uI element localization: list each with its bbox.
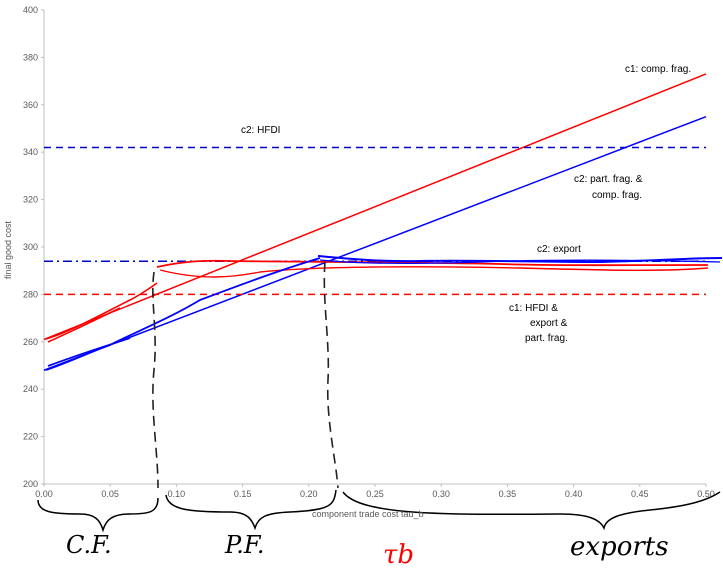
hand-red-curve-2 xyxy=(159,266,709,278)
label-c1-hfdi-3: part. frag. xyxy=(525,333,568,344)
handdrawn-markup xyxy=(37,255,723,533)
y-tick-label: 200 xyxy=(23,479,38,489)
axes: 200 220 240 260 280 300 320 340 360 380 400 0.00 0.0… xyxy=(23,5,715,499)
y-tick-label: 260 xyxy=(23,337,38,347)
x-tick-label: 0.45 xyxy=(631,489,649,499)
x-tick-label: 0.40 xyxy=(565,489,583,499)
series-line-1 xyxy=(43,115,707,371)
x-tick-label: 0.15 xyxy=(234,489,252,499)
hand-label-exports: exports xyxy=(570,532,669,562)
series-line-0 xyxy=(43,73,707,341)
y-axis-label: final good cost xyxy=(3,220,13,279)
hand-blue-scribble xyxy=(45,257,321,371)
hand-red-curve xyxy=(156,259,709,268)
y-tick-label: 400 xyxy=(23,5,38,15)
hand-label-tau: τb xyxy=(383,540,414,570)
x-axis-label: component trade cost tau_b xyxy=(312,509,424,519)
x-tick-label: 0.25 xyxy=(366,489,384,499)
y-tick-label: 360 xyxy=(23,100,38,110)
x-tick-label: 0.30 xyxy=(432,489,450,499)
hand-red-scribble xyxy=(45,282,158,343)
label-c2-part-2: comp. frag. xyxy=(592,190,642,201)
hand-label-pf: P.F. xyxy=(224,531,264,559)
x-tick-label: 0.05 xyxy=(101,489,119,499)
label-c1-comp: c1: comp. frag. xyxy=(625,64,691,75)
labels-layer: c1: comp. frag. c2: HFDI c2: part. frag.… xyxy=(3,64,691,570)
y-tick-label: 240 xyxy=(23,384,38,394)
label-c2-export: c2: export xyxy=(537,244,581,255)
label-c2-part-1: c2: part. frag. & xyxy=(574,174,643,185)
x-tick-label: 0.00 xyxy=(35,489,53,499)
x-tick-label: 0.35 xyxy=(499,489,517,499)
y-tick-label: 220 xyxy=(23,432,38,442)
threshold-cf-pf xyxy=(152,271,159,489)
y-tick-label: 280 xyxy=(23,289,38,299)
hand-label-cf: C.F. xyxy=(66,531,112,559)
brace-cf xyxy=(37,497,159,533)
label-c2-hfdi: c2: HFDI xyxy=(241,125,280,136)
y-tick-label: 320 xyxy=(23,195,38,205)
series-layer xyxy=(43,73,707,371)
x-tick-label: 0.10 xyxy=(168,489,186,499)
brace-exports xyxy=(342,491,721,531)
y-tick-label: 340 xyxy=(23,147,38,157)
brace-pf xyxy=(165,489,337,531)
hand-blue-curve-2 xyxy=(319,259,721,264)
x-tick-label: 0.50 xyxy=(697,489,715,499)
label-c1-hfdi-1: c1: HFDI & xyxy=(509,303,558,314)
label-c1-hfdi-2: export & xyxy=(530,318,568,329)
y-tick-label: 300 xyxy=(23,242,38,252)
threshold-pf-export xyxy=(323,261,339,489)
x-tick-label: 0.20 xyxy=(300,489,318,499)
y-tick-label: 380 xyxy=(23,52,38,62)
